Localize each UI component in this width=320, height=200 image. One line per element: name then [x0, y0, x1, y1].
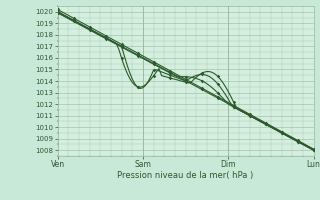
X-axis label: Pression niveau de la mer( hPa ): Pression niveau de la mer( hPa ) — [117, 171, 254, 180]
